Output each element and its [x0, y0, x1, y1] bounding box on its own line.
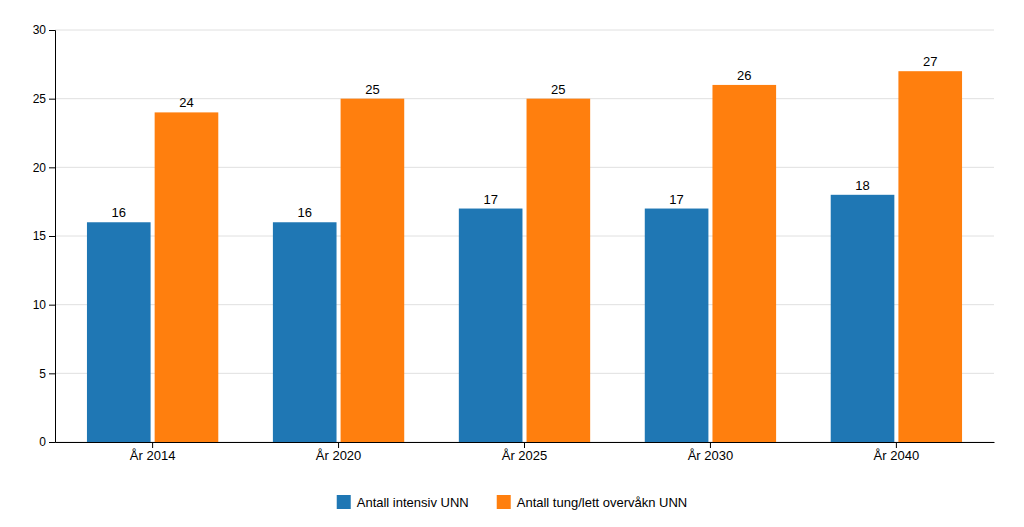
data-label: 18	[855, 178, 869, 193]
y-tick-label: 10	[33, 298, 47, 312]
x-tick: År 2020	[316, 442, 362, 463]
bar	[898, 71, 962, 442]
bar	[645, 209, 709, 442]
y-tick-mark	[49, 305, 55, 306]
data-labels: 16 16 17 17 18 24 25 25 26 27	[112, 54, 938, 220]
y-tick: 10	[33, 298, 55, 312]
y-tick-label: 5	[39, 367, 46, 381]
y-tick: 0	[39, 435, 55, 449]
data-label: 17	[483, 192, 497, 207]
y-axis-line	[49, 31, 56, 443]
legend-swatch	[337, 495, 351, 509]
x-tick-label: År 2030	[688, 448, 734, 463]
grid-line	[55, 30, 994, 31]
x-tick-label: År 2040	[874, 448, 920, 463]
legend-label: Antall intensiv UNN	[357, 495, 469, 510]
legend: Antall intensiv UNN Antall tung/lett over…	[337, 495, 688, 510]
y-tick-label: 20	[33, 161, 47, 175]
x-tick-label: År 2025	[502, 448, 548, 463]
x-tick-label: År 2014	[130, 448, 176, 463]
legend-swatch	[497, 495, 511, 509]
y-tick-label: 0	[39, 435, 46, 449]
y-tick-label: 30	[33, 23, 47, 37]
y-tick-mark	[49, 99, 55, 100]
bar	[459, 209, 523, 442]
y-tick: 20	[33, 161, 55, 175]
bar	[273, 222, 337, 442]
y-tick-mark	[49, 30, 55, 31]
x-tick-mark	[524, 442, 525, 448]
grid	[55, 30, 994, 442]
plot: 0 5 10 15 20 25 30 År 2014 År 2020 År 2025 År 2030…	[33, 23, 995, 463]
bar	[155, 112, 219, 442]
series-bars	[155, 71, 962, 442]
x-tick-mark	[896, 442, 897, 448]
y-tick-mark	[49, 236, 55, 237]
data-label: 25	[551, 82, 565, 97]
data-label: 17	[669, 192, 683, 207]
y-tick: 25	[33, 92, 55, 106]
y-tick-mark	[49, 373, 55, 374]
y-tick-label: 25	[33, 92, 47, 106]
y-tick-mark	[49, 167, 55, 168]
grid-line	[55, 98, 994, 99]
x-tick: År 2030	[688, 442, 734, 463]
y-axis: 0 5 10 15 20 25 30	[33, 23, 56, 449]
chart: 0 5 10 15 20 25 30 År 2014 År 2020 År 2025 År 2030…	[0, 0, 1024, 527]
bar	[341, 99, 405, 442]
x-tick-mark	[152, 442, 153, 448]
x-tick: År 2040	[874, 442, 920, 463]
x-tick: År 2025	[502, 442, 548, 463]
bar	[831, 195, 895, 442]
bar	[527, 99, 591, 442]
x-tick-mark	[710, 442, 711, 448]
x-axis: År 2014 År 2020 År 2025 År 2030 År 2040	[56, 442, 995, 463]
data-label: 27	[923, 54, 937, 69]
data-label: 25	[365, 82, 379, 97]
x-tick-mark	[338, 442, 339, 448]
y-tick: 30	[33, 23, 55, 37]
y-tick: 15	[33, 229, 55, 243]
y-tick-label: 15	[33, 229, 47, 243]
x-tick-label: År 2020	[316, 448, 362, 463]
legend-item: Antall tung/lett overvåkn UNN	[497, 495, 688, 510]
data-label: 16	[297, 205, 311, 220]
data-label: 16	[112, 205, 126, 220]
y-tick: 5	[39, 367, 55, 381]
data-label: 24	[179, 95, 193, 110]
data-label: 26	[737, 68, 751, 83]
legend-item: Antall intensiv UNN	[337, 495, 469, 510]
legend-label: Antall tung/lett overvåkn UNN	[517, 495, 688, 510]
bar	[712, 85, 776, 442]
y-tick-mark	[49, 442, 55, 443]
bar	[87, 222, 151, 442]
x-tick: År 2014	[130, 442, 176, 463]
bars	[87, 71, 962, 442]
